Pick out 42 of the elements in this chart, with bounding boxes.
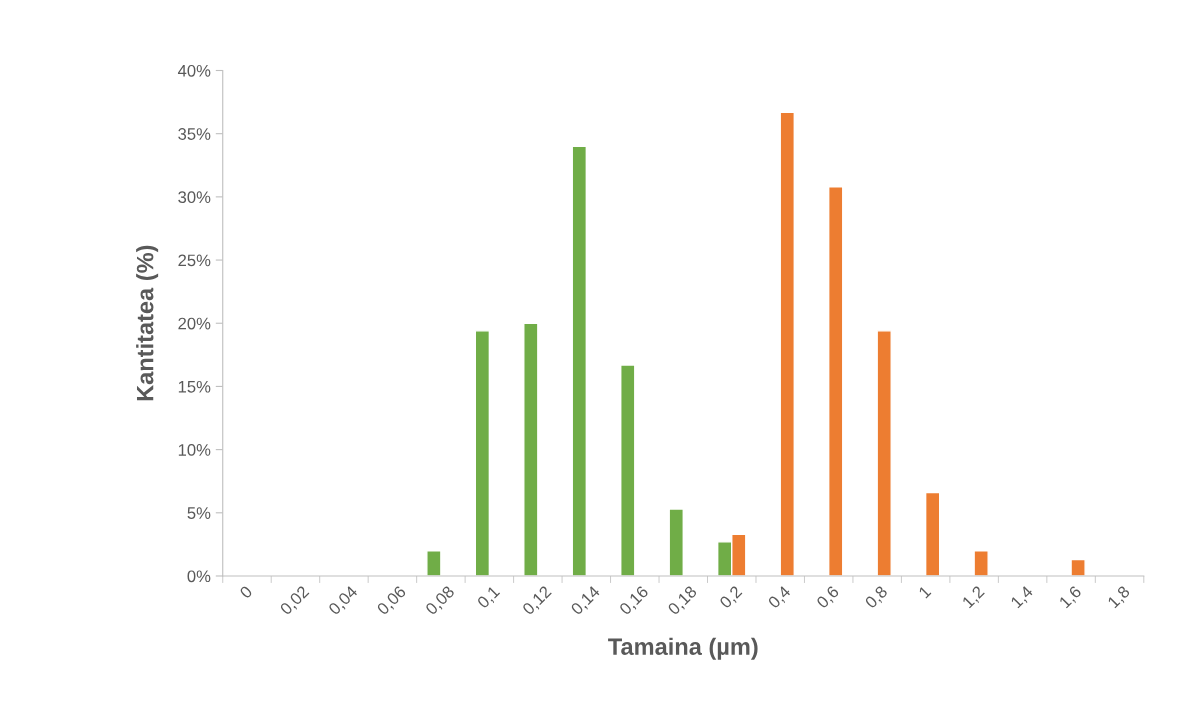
- x-tick-label: 0,08: [424, 585, 457, 617]
- x-tick-label: 0,02: [279, 585, 311, 617]
- y-tick-label: 35%: [178, 128, 211, 140]
- y-tick-label: 5%: [187, 507, 211, 519]
- y-tick-label: 30%: [178, 191, 211, 204]
- y-tick-label: 20%: [178, 317, 211, 330]
- x-tick-label: 0,4: [767, 584, 793, 611]
- x-tick-label: 1,8: [1107, 585, 1132, 610]
- bar: [620, 364, 636, 576]
- bar: [426, 550, 442, 576]
- x-tick-label: 0: [238, 585, 253, 600]
- bar: [924, 491, 941, 576]
- x-tick-label: 0,8: [864, 585, 890, 611]
- x-tick-label: 0,04: [327, 584, 360, 617]
- y-tick-label: 40%: [177, 64, 211, 77]
- y-tick-label: 10%: [178, 444, 211, 456]
- x-tick-label: 1,6: [1058, 585, 1084, 610]
- bar: [876, 330, 892, 576]
- bar: [668, 508, 684, 576]
- x-tick-label: 0,2: [718, 585, 744, 611]
- x-tick-label: 0,14: [570, 584, 602, 617]
- bar: [779, 111, 795, 576]
- bar: [828, 186, 844, 576]
- x-tick-label: 1,4: [1010, 585, 1036, 610]
- bar: [523, 322, 539, 576]
- x-tick-label: 0,12: [521, 585, 554, 617]
- bar: [1070, 558, 1086, 576]
- y-tick-label: 0%: [187, 570, 211, 583]
- bar: [474, 330, 491, 576]
- x-tick-label: 1,2: [961, 585, 987, 610]
- x-tick-label: 0,16: [618, 585, 651, 617]
- x-tick-label: 0,6: [815, 585, 841, 611]
- y-axis-title: Kantitatea (%): [136, 245, 159, 401]
- x-tick-label: 1: [918, 585, 932, 599]
- bar: [571, 145, 588, 576]
- x-tick-label: 0,1: [476, 585, 502, 611]
- bar: [973, 550, 989, 576]
- x-tick-label: 0,06: [376, 585, 408, 617]
- y-tick-label: 25%: [178, 254, 211, 267]
- x-tick-label: 0,18: [667, 585, 699, 617]
- x-axis-title: Tamaina (µm): [608, 637, 758, 660]
- y-tick-label: 15%: [178, 380, 211, 393]
